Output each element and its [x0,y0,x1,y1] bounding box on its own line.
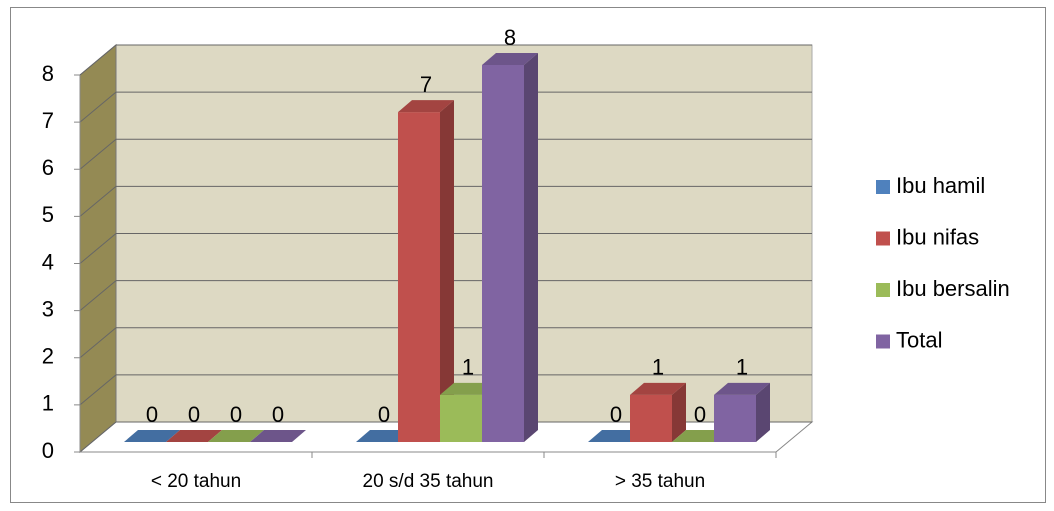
data-label: 7 [420,72,432,97]
bar-front [630,394,672,442]
data-label: 0 [188,402,200,427]
legend-label: Ibu nifas [896,224,979,249]
y-tick-label: 6 [42,155,54,180]
legend-swatch [876,334,890,349]
data-label: 1 [462,355,474,380]
y-tick-label: 5 [42,202,54,227]
legend-label: Ibu bersalin [896,276,1010,301]
bar-front [482,65,524,442]
y-tick-label: 1 [42,391,54,416]
bar [166,430,222,442]
x-tick-label: < 20 tahun [151,471,241,492]
data-label: 0 [610,402,622,427]
bar-side [440,100,454,442]
bar-top [714,382,770,395]
bar-front [714,394,756,442]
grid-line [79,44,117,76]
x-tick-label: > 35 tahun [615,471,705,492]
bar [714,382,770,442]
bar [482,53,538,442]
bar [630,382,686,442]
legend-swatch [876,283,890,297]
bar-side [756,382,770,442]
data-label: 0 [694,402,706,427]
grid-line [79,374,117,406]
grid-line [79,233,117,264]
bar [124,430,180,442]
bar-front [440,394,482,442]
bar-top [250,430,306,442]
legend-swatch [876,180,890,194]
data-label: 0 [146,402,158,427]
legend-label: Ibu hamil [896,173,985,198]
bar [250,430,306,442]
data-label: 1 [652,355,664,380]
bar-front [398,112,440,442]
bar-top [398,100,454,113]
grid-line [79,421,117,453]
y-tick-label: 0 [42,438,54,463]
data-label: 1 [736,355,748,380]
bar-top [166,430,222,442]
y-tick-label: 8 [42,61,54,86]
y-tick-label: 7 [42,108,54,133]
grid-line [79,185,117,217]
data-label: 8 [504,25,516,50]
bar-top [482,53,538,65]
y-tick-label: 2 [42,344,54,369]
grid-line [79,138,117,170]
legend-label: Total [896,327,942,352]
x-tick-label: 20 s/d 35 tahun [363,471,494,492]
bar-top [208,430,264,442]
bar-top [630,382,686,395]
bar-side [524,53,538,442]
data-label: 0 [378,402,390,427]
grid-line [79,91,117,123]
bar [208,430,264,442]
y-tick-label: 3 [42,296,54,321]
legend-swatch [876,231,890,246]
data-label: 0 [230,402,242,427]
bar-side [672,382,686,442]
bar [398,100,454,442]
bar-top [124,430,180,442]
y-tick-label: 4 [42,249,54,274]
grid-line [79,327,117,359]
data-label: 0 [272,402,284,427]
grid-line [79,280,117,312]
